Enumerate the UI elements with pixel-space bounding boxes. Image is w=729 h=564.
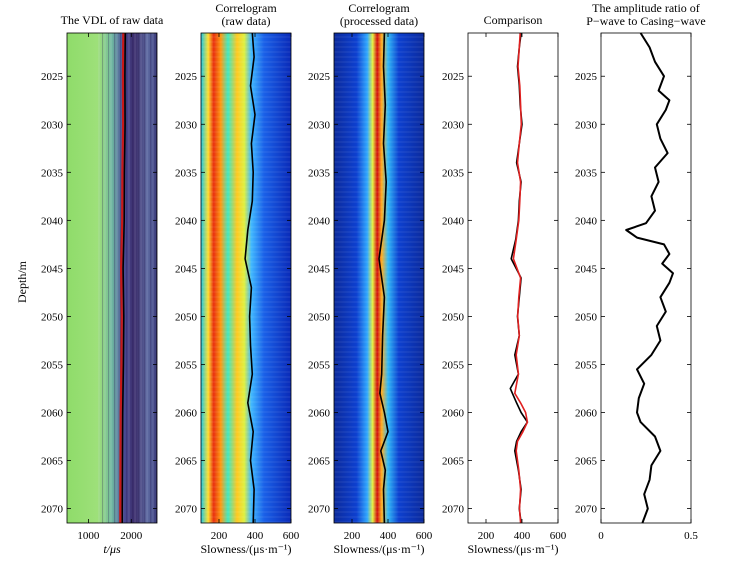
- y-tick-label: 2055: [442, 359, 465, 371]
- x-axis-label: t/μs: [103, 542, 121, 556]
- y-tick-label: 2055: [308, 359, 331, 371]
- panel-5: 2025 2030 2035 2040 2045 2050 2055 2060 2065 2070…: [575, 1, 706, 542]
- vdl-arrival-highlight: [119, 32, 125, 523]
- x-tick-label: 200: [344, 530, 361, 542]
- series-line-processed: [512, 32, 529, 524]
- y-tick-label: 2025: [175, 71, 198, 83]
- y-tick-label: 2045: [308, 263, 331, 275]
- y-tick-label: 2045: [41, 263, 64, 275]
- axes-frame: [467, 32, 559, 524]
- x-tick-label: 600: [283, 530, 300, 542]
- y-tick-label: 2060: [308, 408, 331, 420]
- y-tick-label: 2035: [175, 167, 198, 179]
- y-tick-label: 2050: [442, 311, 465, 323]
- x-axis-label: Slowness/(μs·m⁻¹): [200, 542, 291, 556]
- y-tick-label: 2060: [41, 408, 64, 420]
- y-tick-label: 2060: [175, 408, 198, 420]
- vdl-traces: [97, 33, 157, 523]
- y-tick-label: 2065: [442, 456, 465, 468]
- panel-title: The amplitude ratio of: [592, 1, 700, 15]
- y-tick-label: 2040: [308, 215, 331, 227]
- panel-title: (processed data): [340, 14, 418, 28]
- panel-4: 2025 2030 2035 2040 2045 2050 2055 2060 2065 2070…: [442, 13, 567, 556]
- y-tick-label: 2030: [442, 119, 465, 131]
- x-tick-label: 400: [514, 530, 531, 542]
- depth-axis-label: Depth/m: [15, 260, 29, 303]
- x-tick-label: 400: [380, 530, 397, 542]
- y-tick-label: 2030: [41, 119, 64, 131]
- y-tick-label: 2050: [41, 311, 64, 323]
- axes-frame: [200, 32, 292, 524]
- x-tick-label: 1000: [77, 530, 100, 542]
- y-tick-label: 2065: [308, 456, 331, 468]
- y-tick-label: 2035: [308, 167, 331, 179]
- x-tick-label: 400: [247, 530, 264, 542]
- y-tick-label: 2050: [575, 311, 598, 323]
- y-tick-label: 2055: [575, 359, 598, 371]
- axes-frame: [333, 32, 425, 524]
- y-tick-label: 2070: [575, 504, 598, 516]
- y-tick-label: 2060: [575, 408, 598, 420]
- y-tick-label: 2045: [175, 263, 198, 275]
- panel-3: 2025 2030 2035 2040 2045 2050 2055 2060 2065 2070…: [308, 1, 433, 556]
- y-tick-label: 2040: [575, 215, 598, 227]
- y-tick-label: 2050: [175, 311, 198, 323]
- y-tick-label: 2040: [41, 215, 64, 227]
- y-tick-label: 2070: [442, 504, 465, 516]
- panel-title: Comparison: [484, 13, 543, 27]
- y-tick-label: 2025: [308, 71, 331, 83]
- y-tick-label: 2025: [442, 71, 465, 83]
- correlogram-texture: [201, 33, 291, 523]
- x-tick-label: 0: [598, 530, 604, 542]
- panel-title: P−wave to Casing−wave: [586, 14, 706, 28]
- panel-title: The VDL of raw data: [61, 13, 164, 27]
- y-tick-label: 2070: [308, 504, 331, 516]
- y-tick-label: 2035: [442, 167, 465, 179]
- y-tick-label: 2055: [175, 359, 198, 371]
- plot-background: [601, 33, 691, 523]
- axes-frame: [66, 32, 158, 524]
- panel-1: 2025 2030 2035 2040 2045 2050 2055 2060 2065 2070…: [41, 13, 164, 556]
- y-tick-label: 2035: [575, 167, 598, 179]
- y-tick-label: 2030: [175, 119, 198, 131]
- y-tick-label: 2035: [41, 167, 64, 179]
- y-tick-label: 2030: [308, 119, 331, 131]
- y-tick-label: 2025: [575, 71, 598, 83]
- series-line-amplitude-ratio: [625, 32, 674, 524]
- correlogram-texture: [334, 33, 424, 523]
- series-line-picked-slowness: [378, 32, 389, 524]
- y-tick-label: 2065: [175, 456, 198, 468]
- y-tick-label: 2025: [41, 71, 64, 83]
- y-tick-label: 2055: [41, 359, 64, 371]
- x-axis-label: Slowness/(μs·m⁻¹): [333, 542, 424, 556]
- panel-title: Correlogram: [215, 1, 277, 15]
- series-line-picked-arrival: [121, 32, 127, 523]
- x-tick-label: 600: [550, 530, 567, 542]
- panel-2: 2025 2030 2035 2040 2045 2050 2055 2060 2065 2070…: [175, 1, 300, 556]
- y-tick-label: 2065: [41, 456, 64, 468]
- y-tick-label: 2060: [442, 408, 465, 420]
- y-tick-label: 2065: [575, 456, 598, 468]
- y-tick-label: 2040: [175, 215, 198, 227]
- x-tick-label: 200: [211, 530, 228, 542]
- y-tick-label: 2070: [41, 504, 64, 516]
- x-tick-label: 600: [416, 530, 433, 542]
- y-tick-label: 2070: [175, 504, 198, 516]
- y-tick-label: 2050: [308, 311, 331, 323]
- plot-background: [468, 33, 558, 523]
- x-axis-label: Slowness/(μs·m⁻¹): [467, 542, 558, 556]
- y-tick-label: 2040: [442, 215, 465, 227]
- series-line-picked-slowness: [244, 32, 256, 524]
- panel-title: (raw data): [222, 14, 271, 28]
- y-tick-label: 2045: [575, 263, 598, 275]
- x-tick-label: 2000: [120, 530, 143, 542]
- axes-frame: [600, 32, 692, 524]
- x-tick-label: 0.5: [684, 530, 698, 542]
- x-tick-label: 200: [478, 530, 495, 542]
- y-tick-label: 2045: [442, 263, 465, 275]
- panel-title: Correlogram: [348, 1, 410, 15]
- y-tick-label: 2030: [575, 119, 598, 131]
